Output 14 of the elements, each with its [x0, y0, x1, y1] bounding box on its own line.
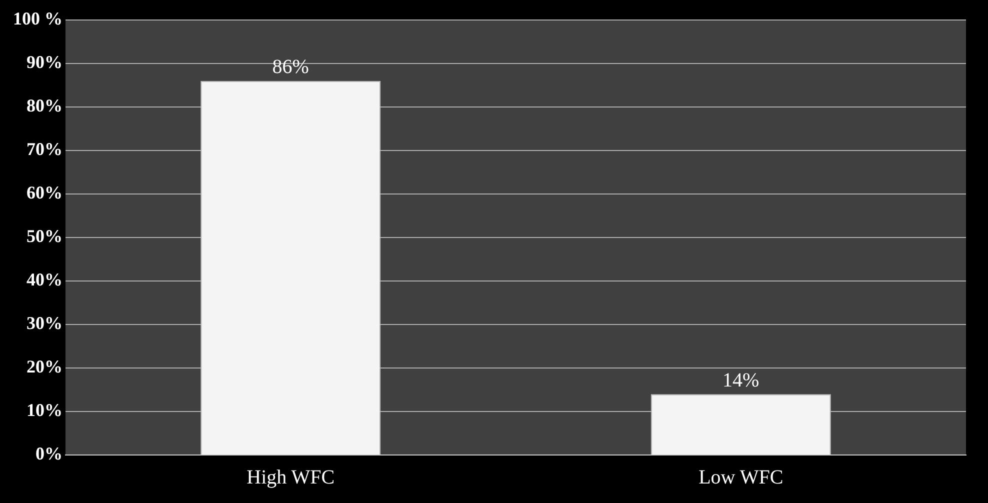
- x-tick-label: High WFC: [246, 466, 335, 488]
- y-tick-label: 90%: [26, 52, 62, 72]
- y-tick-label: 60%: [26, 182, 62, 203]
- y-tick-label: 20%: [26, 356, 62, 377]
- y-tick-label: 50%: [26, 226, 62, 246]
- y-tick-label: 70%: [26, 139, 62, 160]
- data-label: 14%: [722, 369, 760, 392]
- y-tick-label: 40%: [26, 270, 62, 290]
- y-tick-label: 100 %: [13, 8, 62, 29]
- y-tick-label: 0%: [36, 444, 62, 464]
- y-tick-label: 80%: [26, 96, 62, 116]
- y-tick-label: 30%: [26, 313, 62, 334]
- x-tick-label: Low WFC: [698, 466, 784, 488]
- y-tick-label: 10%: [26, 400, 62, 420]
